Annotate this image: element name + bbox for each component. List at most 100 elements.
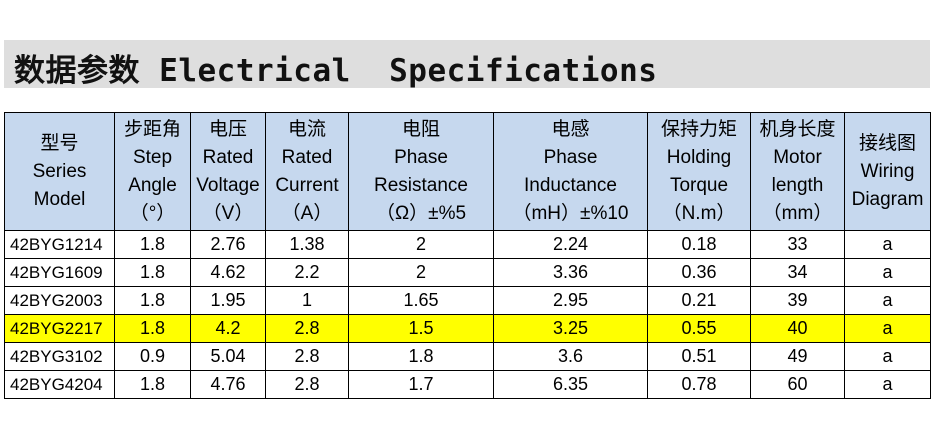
- voltage-cell: 1.95: [190, 286, 266, 315]
- header-rated-voltage: 电压 Rated Voltage （V）: [190, 112, 266, 231]
- table-row: 42BYG3102 0.9 5.04 2.8 1.8 3.6 0.51 49 a: [4, 342, 931, 371]
- step-angle-cell: 1.8: [114, 370, 191, 399]
- header-resistance-cn: 电阻: [401, 118, 440, 140]
- header-torque-en1: Holding: [666, 146, 732, 168]
- model-cell: 42BYG3102: [4, 342, 115, 371]
- resistance-cell: 2: [348, 258, 494, 287]
- header-length-en2: length: [771, 174, 824, 196]
- current-cell: 2.8: [265, 314, 349, 343]
- header-current-en2: Current: [275, 174, 339, 196]
- header-inductance-en1: Phase: [543, 146, 598, 168]
- wiring-cell: a: [844, 258, 931, 287]
- length-cell: 34: [750, 258, 845, 287]
- header-length-unit: （mm）: [762, 202, 833, 224]
- table-row: 42BYG1609 1.8 4.62 2.2 2 3.36 0.36 34 a: [4, 258, 931, 287]
- resistance-cell: 1.5: [348, 314, 494, 343]
- header-step-angle-en2: Angle: [128, 174, 177, 196]
- step-angle-cell: 1.8: [114, 286, 191, 315]
- torque-cell: 0.78: [647, 370, 751, 399]
- table-header-row: 型号 Series Model 步距角 Step Angle （°） 电压 Ra…: [4, 112, 931, 231]
- voltage-cell: 4.62: [190, 258, 266, 287]
- step-angle-cell: 1.8: [114, 230, 191, 259]
- length-cell: 40: [750, 314, 845, 343]
- current-cell: 2.8: [265, 370, 349, 399]
- header-voltage-cn: 电压: [208, 118, 247, 140]
- torque-cell: 0.21: [647, 286, 751, 315]
- header-wiring-en2: Diagram: [851, 188, 924, 210]
- header-length-cn: 机身长度: [759, 118, 836, 140]
- header-resistance-en1: Phase: [394, 146, 448, 168]
- length-cell: 33: [750, 230, 845, 259]
- inductance-cell: 3.6: [493, 342, 648, 371]
- step-angle-cell: 1.8: [114, 258, 191, 287]
- header-inductance-en2: Inductance: [524, 174, 617, 196]
- voltage-cell: 5.04: [190, 342, 266, 371]
- header-inductance-unit: （mH）±%10: [512, 202, 629, 224]
- model-cell: 42BYG1609: [4, 258, 115, 287]
- header-step-angle-unit: （°）: [129, 202, 176, 224]
- header-wiring-cn: 接线图: [858, 132, 916, 154]
- header-torque-en2: Torque: [669, 174, 729, 196]
- header-model: 型号 Series Model: [4, 112, 115, 231]
- resistance-cell: 2: [348, 230, 494, 259]
- page-title: 数据参数 Electrical Specifications: [14, 53, 658, 89]
- header-step-angle-cn: 步距角: [123, 118, 181, 140]
- torque-cell: 0.51: [647, 342, 751, 371]
- header-resistance-unit: （Ω）±%5: [375, 202, 467, 224]
- header-inductance-cn: 电感: [551, 118, 590, 140]
- model-cell: 42BYG4204: [4, 370, 115, 399]
- wiring-cell: a: [844, 230, 931, 259]
- header-current-unit: （A）: [281, 202, 333, 224]
- table-row: 42BYG2003 1.8 1.95 1 1.65 2.95 0.21 39 a: [4, 286, 931, 315]
- header-holding-torque: 保持力矩 Holding Torque （N.m）: [647, 112, 751, 231]
- header-rated-current: 电流 Rated Current （A）: [265, 112, 349, 231]
- header-step-angle-en1: Step: [132, 146, 173, 168]
- wiring-cell: a: [844, 286, 931, 315]
- wiring-cell: a: [844, 342, 931, 371]
- torque-cell: 0.55: [647, 314, 751, 343]
- header-voltage-unit: （V）: [202, 202, 254, 224]
- header-voltage-en2: Voltage: [196, 174, 260, 196]
- header-phase-inductance: 电感 Phase Inductance （mH）±%10: [493, 112, 648, 231]
- wiring-cell: a: [844, 370, 931, 399]
- resistance-cell: 1.7: [348, 370, 494, 399]
- inductance-cell: 2.24: [493, 230, 648, 259]
- header-length-en1: Motor: [773, 146, 822, 168]
- title-bar: 数据参数 Electrical Specifications: [4, 40, 930, 89]
- header-resistance-en2: Resistance: [374, 174, 468, 196]
- current-cell: 2.8: [265, 342, 349, 371]
- header-torque-cn: 保持力矩: [660, 118, 737, 140]
- header-voltage-en1: Rated: [202, 146, 254, 168]
- current-cell: 2.2: [265, 258, 349, 287]
- voltage-cell: 2.76: [190, 230, 266, 259]
- header-phase-resistance: 电阻 Phase Resistance （Ω）±%5: [348, 112, 494, 231]
- torque-cell: 0.36: [647, 258, 751, 287]
- voltage-cell: 4.76: [190, 370, 266, 399]
- inductance-cell: 3.36: [493, 258, 648, 287]
- header-model-cn: 型号: [40, 132, 79, 154]
- header-wiring-en1: Wiring: [860, 160, 915, 182]
- voltage-cell: 4.2: [190, 314, 266, 343]
- header-motor-length: 机身长度 Motor length （mm）: [750, 112, 845, 231]
- step-angle-cell: 1.8: [114, 314, 191, 343]
- model-cell: 42BYG1214: [4, 230, 115, 259]
- model-cell: 42BYG2003: [4, 286, 115, 315]
- step-angle-cell: 0.9: [114, 342, 191, 371]
- resistance-cell: 1.8: [348, 342, 494, 371]
- table-row: 42BYG4204 1.8 4.76 2.8 1.7 6.35 0.78 60 …: [4, 370, 931, 399]
- length-cell: 49: [750, 342, 845, 371]
- current-cell: 1.38: [265, 230, 349, 259]
- model-cell: 42BYG2217: [4, 314, 115, 343]
- current-cell: 1: [265, 286, 349, 315]
- header-model-en2: Model: [33, 188, 86, 210]
- inductance-cell: 6.35: [493, 370, 648, 399]
- inductance-cell: 2.95: [493, 286, 648, 315]
- header-torque-unit: （N.m）: [662, 202, 736, 224]
- torque-cell: 0.18: [647, 230, 751, 259]
- specifications-table: 型号 Series Model 步距角 Step Angle （°） 电压 Ra…: [4, 112, 931, 399]
- header-current-cn: 电流: [287, 118, 326, 140]
- header-step-angle: 步距角 Step Angle （°）: [114, 112, 191, 231]
- header-wiring-diagram: 接线图 Wiring Diagram: [844, 112, 931, 231]
- wiring-cell: a: [844, 314, 931, 343]
- table-row-highlighted: 42BYG2217 1.8 4.2 2.8 1.5 3.25 0.55 40 a: [4, 314, 931, 343]
